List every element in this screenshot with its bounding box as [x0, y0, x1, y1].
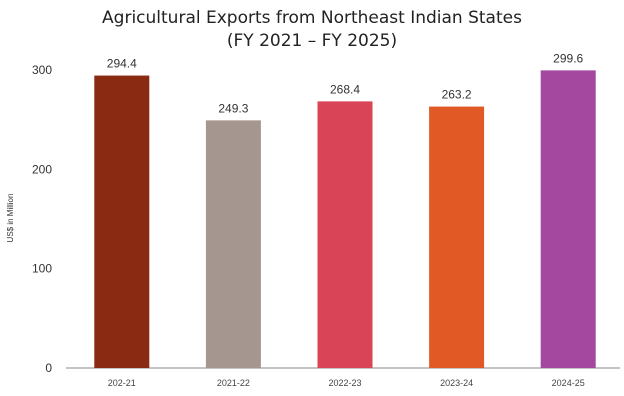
bar	[540, 70, 596, 368]
x-tick-label: 2023-24	[440, 378, 473, 388]
chart-title-line1: Agricultural Exports from Northeast Indi…	[102, 8, 522, 28]
data-label: 249.3	[218, 101, 248, 115]
x-tick-label: 2021-22	[217, 378, 250, 388]
chart-title-line2: (FY 2021 – FY 2025)	[226, 31, 398, 51]
y-tick-label: 300	[32, 63, 52, 77]
y-axis-title: US$ in Million	[6, 194, 15, 243]
x-tick-label: 2022-23	[328, 378, 361, 388]
data-labels: 294.4 249.3 268.4 263.2 299.6	[107, 51, 584, 115]
data-label: 299.6	[553, 51, 583, 65]
x-tick-label: 202-21	[108, 378, 136, 388]
chart-title: Agricultural Exports from Northeast Indi…	[0, 7, 624, 53]
data-label: 263.2	[442, 88, 472, 102]
bars	[94, 70, 596, 369]
x-tick-label: 2024-25	[552, 378, 585, 388]
data-label: 268.4	[330, 82, 360, 96]
bar	[94, 75, 150, 368]
data-label: 294.4	[107, 57, 137, 71]
y-tick-label: 200	[32, 162, 52, 176]
y-tick-label: 100	[32, 262, 52, 276]
y-tick-labels: 0 100 200 300	[32, 63, 52, 375]
x-tick-labels: 202-21 2021-22 2022-23 2023-24 2024-25	[108, 378, 585, 388]
bar	[429, 106, 485, 369]
bar	[317, 101, 373, 368]
bar	[205, 120, 261, 368]
y-tick-label: 0	[45, 361, 52, 375]
